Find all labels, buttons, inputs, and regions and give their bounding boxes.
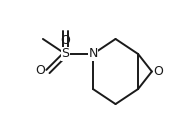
Text: N: N xyxy=(88,47,98,61)
Text: O: O xyxy=(36,64,45,77)
Text: O: O xyxy=(154,65,164,78)
Text: O: O xyxy=(60,34,70,47)
Text: S: S xyxy=(61,47,69,61)
